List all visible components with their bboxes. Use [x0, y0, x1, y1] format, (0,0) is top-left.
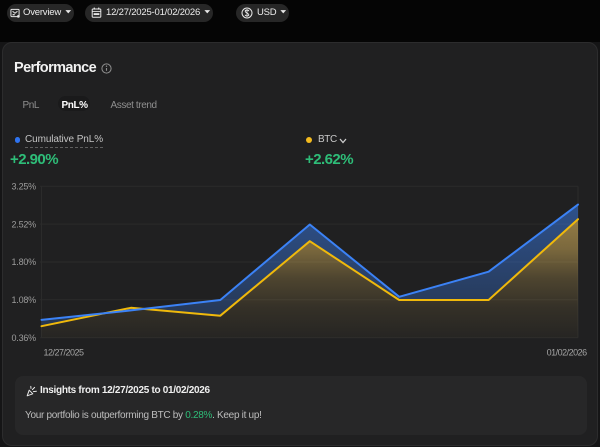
svg-text:01/02/2026: 01/02/2026 — [547, 348, 588, 358]
svg-text:1.80%: 1.80% — [11, 257, 36, 267]
svg-text:12/27/2025: 12/27/2025 — [44, 348, 85, 358]
svg-text:3.25%: 3.25% — [11, 181, 36, 191]
svg-text:2.52%: 2.52% — [11, 219, 36, 229]
svg-text:1.08%: 1.08% — [11, 295, 36, 305]
svg-text:0.36%: 0.36% — [11, 333, 36, 343]
